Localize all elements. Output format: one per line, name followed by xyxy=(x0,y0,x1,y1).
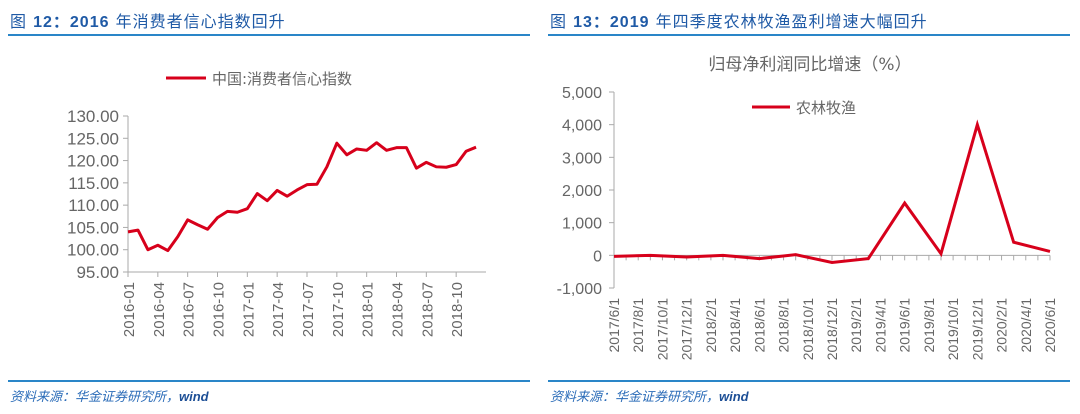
x-tick-label: 2018/12/1 xyxy=(824,298,840,360)
x-tick-label: 2018-07 xyxy=(419,282,436,337)
x-tick-label: 2016-07 xyxy=(181,282,198,337)
y-tick-label: 120.00 xyxy=(67,152,119,171)
x-tick-label: 2017/8/1 xyxy=(630,298,646,353)
consumer-confidence-chart: 中国:消费者信心指数 130.00 125.00 120.00 115.00 110.00… xyxy=(67,70,486,337)
x-tick-label: 2018-01 xyxy=(360,282,377,337)
source-rule xyxy=(548,380,1070,382)
y-tick-label: -1,000 xyxy=(557,281,602,298)
x-tick-label: 2017/12/1 xyxy=(679,298,695,360)
y-tick-label: 4,000 xyxy=(562,118,602,135)
x-tick-label: 2019/6/1 xyxy=(897,298,913,353)
y-tick-label: 95.00 xyxy=(76,263,119,282)
x-tick-label: 2019/4/1 xyxy=(872,298,888,353)
title-rule xyxy=(548,34,1070,36)
x-tick-label: 2017-04 xyxy=(270,282,287,337)
panel-agri-profit-growth: 图 13：2019 年四季度农林牧渔盈利增速大幅回升 归母净利润同比增速（%） 农… xyxy=(548,0,1070,414)
x-tick-label: 2017/10/1 xyxy=(654,298,670,360)
y-tick-label: 3,000 xyxy=(562,150,602,167)
y-tick-label: 130.00 xyxy=(67,107,119,126)
x-tick-label: 2017-07 xyxy=(300,282,317,337)
y-tick-label: 100.00 xyxy=(67,241,119,260)
x-tick-label: 2020/4/1 xyxy=(1018,298,1034,353)
y-tick-label: 110.00 xyxy=(68,196,119,215)
title-rule xyxy=(8,34,530,36)
x-tick-label: 2016-10 xyxy=(211,282,228,337)
y-tick-label: 105.00 xyxy=(67,218,119,237)
y-tick-label: 2,000 xyxy=(562,183,602,200)
series-line xyxy=(127,141,477,253)
x-tick-label: 2019/10/1 xyxy=(945,298,961,360)
x-tick-label: 2019/2/1 xyxy=(848,298,864,353)
x-tick-label: 2016-01 xyxy=(121,282,138,337)
series-line xyxy=(613,119,1051,265)
agri-profit-growth-chart: 归母净利润同比增速（%） 农林牧渔 5,000 4,000 3,000 2,000 1,00… xyxy=(557,55,1058,360)
x-tick-label: 2018/8/1 xyxy=(776,298,792,353)
x-tick-label: 2019/12/1 xyxy=(969,298,985,360)
y-tick-label: 115.00 xyxy=(68,174,119,193)
x-tick-label: 2019/8/1 xyxy=(921,298,937,353)
panel-consumer-confidence: 图 12：2016 年消费者信心指数回升 中国:消费者信心指数 130.00 125… xyxy=(8,0,530,414)
x-tick-label: 2018/10/1 xyxy=(800,298,816,360)
x-tick-label: 2018/4/1 xyxy=(727,298,743,353)
legend-label: 中国:消费者信心指数 xyxy=(212,70,352,88)
legend-label: 农林牧渔 xyxy=(796,99,856,117)
x-tick-label: 2017/6/1 xyxy=(606,298,622,353)
x-tick-label: 2017-10 xyxy=(330,282,347,337)
source-note: 资料来源：华金证券研究所，wind xyxy=(10,389,209,405)
y-tick-label: 125.00 xyxy=(67,129,119,148)
y-tick-label: 1,000 xyxy=(562,216,602,233)
x-tick-label: 2018-04 xyxy=(390,282,407,337)
x-tick-label: 2018/6/1 xyxy=(751,298,767,353)
figure-title: 图 13：2019 年四季度农林牧渔盈利增速大幅回升 xyxy=(550,12,928,31)
x-tick-label: 2020/2/1 xyxy=(994,298,1010,353)
source-note: 资料来源：华金证券研究所，wind xyxy=(550,389,749,405)
x-tick-label: 2016-04 xyxy=(151,282,168,337)
x-tick-label: 2018-10 xyxy=(449,282,466,337)
y-tick-label: 5,000 xyxy=(562,85,602,102)
x-tick-label: 2017-01 xyxy=(240,282,257,337)
x-tick-label: 2020/6/1 xyxy=(1042,298,1058,353)
y-tick-label: 0 xyxy=(593,248,602,265)
source-rule xyxy=(8,380,530,382)
x-tick-label: 2018/2/1 xyxy=(703,298,719,353)
chart-title: 归母净利润同比增速（%） xyxy=(708,55,911,75)
figure-title: 图 12：2016 年消费者信心指数回升 xyxy=(10,12,286,31)
